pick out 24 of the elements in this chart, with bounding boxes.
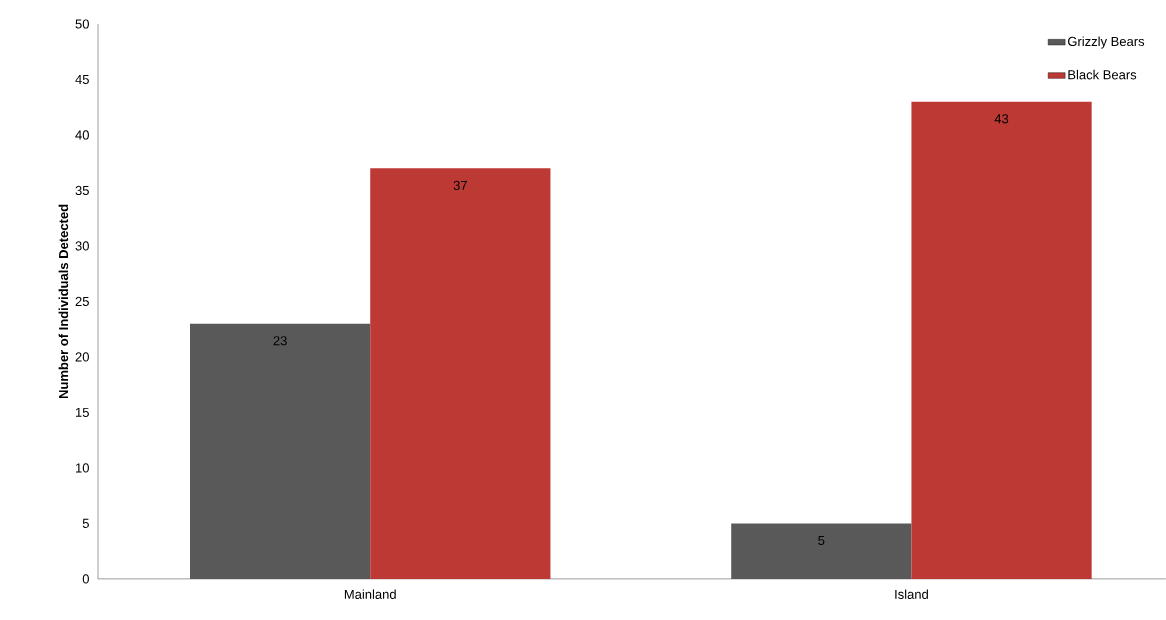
legend-label: Grizzly Bears bbox=[1067, 36, 1145, 49]
x-tick-label: Island bbox=[895, 589, 928, 600]
y-tick-label: 0 bbox=[82, 574, 89, 584]
bar bbox=[190, 323, 371, 579]
bar bbox=[911, 101, 1092, 579]
data-label: 37 bbox=[453, 180, 467, 191]
y-tick-label: 25 bbox=[75, 296, 89, 307]
data-label: 23 bbox=[273, 336, 287, 346]
y-tick-label: 45 bbox=[75, 75, 89, 85]
bar bbox=[370, 168, 551, 579]
y-tick-label: 20 bbox=[75, 352, 89, 362]
data-label: 5 bbox=[818, 535, 825, 546]
x-tick-label: Mainland bbox=[344, 589, 396, 600]
y-tick-label: 30 bbox=[75, 241, 89, 251]
y-tick-label: 40 bbox=[75, 130, 89, 140]
y-tick-label: 35 bbox=[75, 185, 89, 196]
y-tick-label: 15 bbox=[75, 407, 89, 418]
y-axis-title: Number of Individuals Detected bbox=[58, 204, 69, 399]
data-label: 43 bbox=[994, 114, 1009, 124]
y-tick-label: 5 bbox=[82, 518, 89, 528]
legend-label: Black Bears bbox=[1068, 69, 1137, 80]
y-tick-label: 50 bbox=[75, 19, 89, 29]
y-tick-label: 10 bbox=[75, 463, 89, 473]
bar bbox=[731, 523, 912, 579]
